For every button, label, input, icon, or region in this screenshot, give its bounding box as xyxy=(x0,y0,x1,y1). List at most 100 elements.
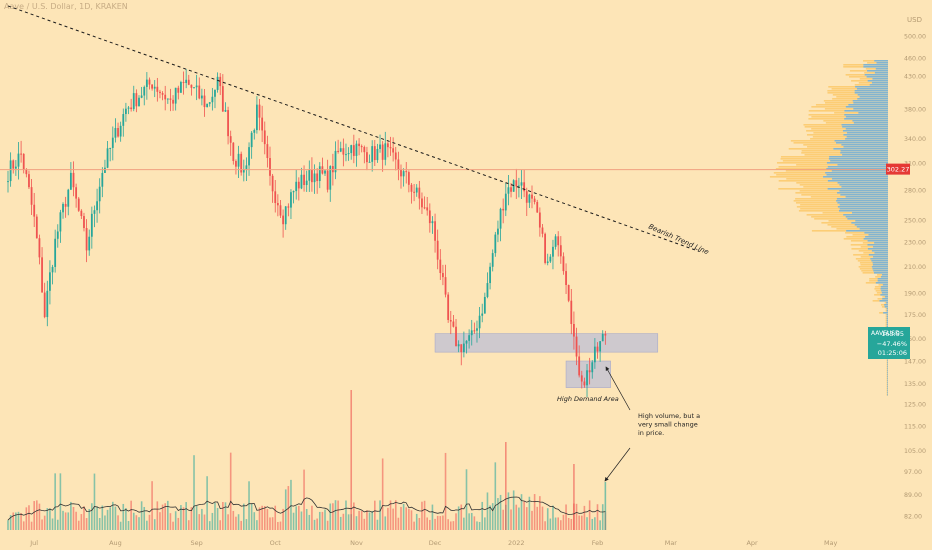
candle-body xyxy=(7,181,9,183)
candle-body xyxy=(575,336,578,357)
y-tick-label: 280.00 xyxy=(904,187,926,194)
volume-bar xyxy=(423,500,426,530)
candle-body xyxy=(502,208,505,211)
volume-bar xyxy=(536,506,539,530)
volume-bar xyxy=(525,507,528,530)
volume-bar xyxy=(599,520,601,530)
vp-bar-up xyxy=(887,362,888,364)
line-price-tag-text: 302.27 xyxy=(887,166,910,174)
vp-bar-up xyxy=(879,300,888,302)
volume-bar xyxy=(300,511,303,530)
vp-bar-up xyxy=(827,166,888,168)
volume-bar xyxy=(104,515,106,530)
candle-body xyxy=(90,213,93,237)
volume-bar xyxy=(161,504,164,530)
vp-bar-up xyxy=(877,278,888,280)
volume-bar xyxy=(358,510,360,530)
vp-bar-up xyxy=(864,74,888,76)
candle-body xyxy=(185,79,188,83)
volume-bar xyxy=(520,494,523,530)
volume-bar xyxy=(9,515,12,530)
y-tick-label: 380.00 xyxy=(904,106,926,113)
volume-bar xyxy=(557,517,559,530)
candle-body xyxy=(303,174,305,186)
volume-bar xyxy=(560,520,562,530)
candle-body xyxy=(227,110,229,137)
volume-bar xyxy=(277,521,279,530)
candle-body xyxy=(520,182,523,186)
volume-bar xyxy=(588,500,591,530)
volume-bar xyxy=(374,500,376,530)
vp-bar-up xyxy=(881,274,888,276)
volume-bar xyxy=(49,508,51,530)
volume-bar xyxy=(502,509,504,530)
vp-bar-up xyxy=(870,258,888,260)
vp-bar-up xyxy=(863,66,888,68)
candle-body xyxy=(426,207,429,211)
candle-body xyxy=(554,236,557,247)
volume-bar xyxy=(135,515,138,530)
volume-bar xyxy=(468,513,470,530)
candle-body xyxy=(98,186,101,202)
vp-bar-up xyxy=(883,312,888,314)
volume-bar xyxy=(447,519,449,530)
vp-bar-up xyxy=(846,136,888,138)
candle-body xyxy=(266,144,269,159)
vp-bar-up xyxy=(856,88,888,90)
vp-bar-up xyxy=(887,392,888,394)
volume-bar xyxy=(578,515,580,530)
volume-bar xyxy=(140,501,143,530)
candle-body xyxy=(46,290,49,318)
volume-bar xyxy=(33,501,35,530)
vp-bar-up xyxy=(884,304,888,306)
vp-bar-up xyxy=(867,240,888,242)
vp-bar-up xyxy=(880,286,888,288)
vp-bar-up xyxy=(833,148,888,150)
candle-body xyxy=(38,238,41,258)
candle-body xyxy=(546,261,549,263)
candle-body xyxy=(153,86,156,89)
volume-bar xyxy=(224,502,227,530)
vp-bar-up xyxy=(881,292,888,294)
vp-bar-up xyxy=(837,164,888,166)
volume-bar xyxy=(20,513,22,530)
volume-bar xyxy=(324,509,326,530)
candle-body xyxy=(187,79,190,85)
candle-body xyxy=(180,82,182,93)
vp-bar-up xyxy=(841,186,888,188)
zone-high-demand xyxy=(565,360,611,388)
volume-bar xyxy=(258,507,261,530)
volume-bar xyxy=(125,508,127,530)
volume-bar xyxy=(138,517,140,530)
candle-body xyxy=(308,169,311,181)
vp-bar-up xyxy=(827,180,888,182)
volume-bar xyxy=(347,514,350,530)
candle-body xyxy=(507,187,510,194)
volume-bar xyxy=(313,519,316,530)
candle-body xyxy=(20,153,22,155)
candle-body xyxy=(549,256,552,262)
vp-bar-up xyxy=(841,124,888,126)
candle-body xyxy=(368,161,371,163)
vp-bar-up xyxy=(887,384,888,386)
vp-bar-up xyxy=(887,386,888,388)
candle-body xyxy=(601,333,604,342)
trend-line-label: Bearish Trend Line xyxy=(647,223,710,257)
candle-body xyxy=(455,326,457,347)
candle-body xyxy=(177,87,180,93)
volume-bar xyxy=(512,490,515,530)
vp-bar-up xyxy=(829,156,888,158)
vp-bar-up xyxy=(867,248,888,250)
vp-bar-up xyxy=(840,150,888,152)
volume-bar xyxy=(83,506,85,530)
volume-bar xyxy=(342,513,345,530)
volume-bar xyxy=(470,512,473,530)
volume-bar xyxy=(17,511,20,530)
candle-body xyxy=(470,330,473,336)
candle-body xyxy=(161,93,164,95)
volume-bar xyxy=(305,508,308,530)
candle-body xyxy=(125,108,127,115)
volume-bar xyxy=(410,510,413,530)
